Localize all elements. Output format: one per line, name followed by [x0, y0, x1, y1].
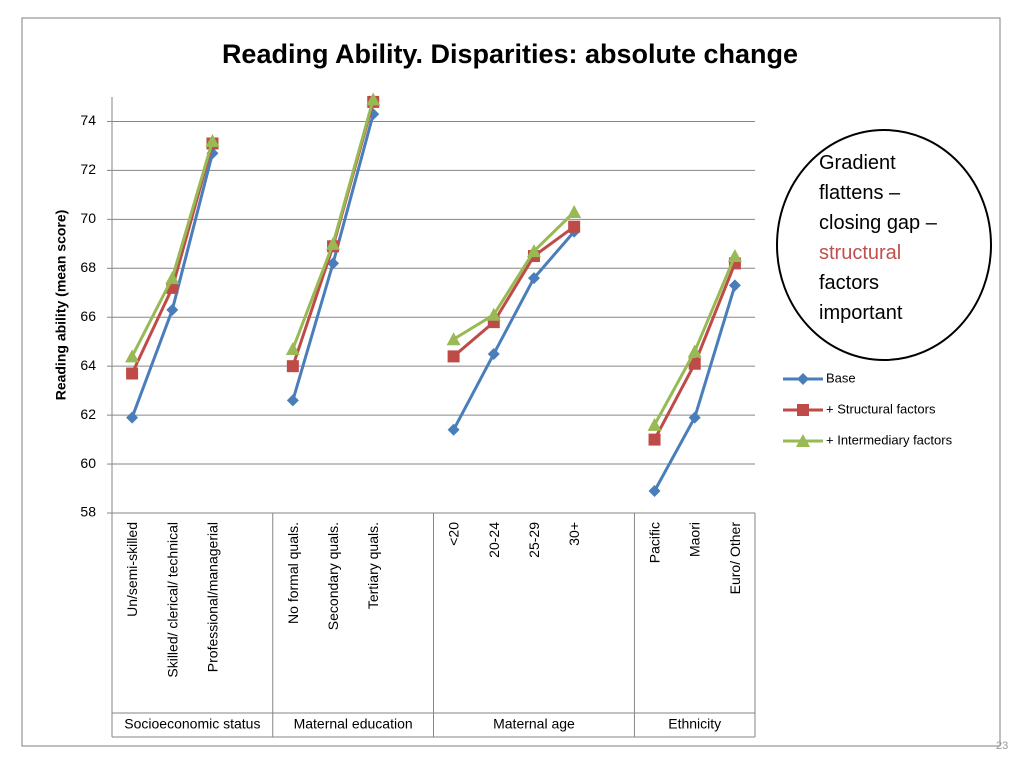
data-point — [165, 271, 180, 285]
data-point — [567, 205, 582, 219]
data-point — [648, 484, 661, 497]
x-tick-label: Tertiary quals. — [365, 522, 381, 609]
data-point — [285, 342, 300, 356]
data-point — [366, 92, 381, 106]
data-point — [568, 220, 581, 233]
data-point — [126, 411, 139, 424]
y-tick-label: 60 — [80, 455, 96, 471]
data-point — [447, 350, 460, 363]
data-point — [527, 272, 540, 285]
data-point — [688, 357, 701, 370]
y-tick-label: 74 — [80, 112, 96, 128]
x-tick-label: Secondary quals. — [325, 522, 341, 630]
series-line — [130, 101, 737, 441]
x-tick-label: Un/semi-skilled — [124, 522, 140, 617]
data-point — [205, 134, 220, 148]
x-tick-label: 30+ — [566, 522, 582, 546]
x-tick-label: Professional/managerial — [204, 522, 220, 672]
data-point — [286, 360, 299, 373]
group-label: Maternal age — [493, 716, 575, 732]
data-point — [166, 303, 179, 316]
x-tick-label: Skilled/ clerical/ technical — [164, 522, 180, 678]
x-tick-label: 25-29 — [526, 522, 542, 558]
y-tick-label: 64 — [80, 357, 96, 373]
y-tick-label: 68 — [80, 259, 96, 275]
y-tick-label: 70 — [80, 210, 96, 226]
x-tick-label: Maori — [687, 522, 703, 557]
y-tick-label: 66 — [80, 308, 96, 324]
group-label: Ethnicity — [668, 716, 721, 732]
data-point — [526, 244, 541, 258]
data-point — [727, 249, 742, 263]
data-point — [286, 394, 299, 407]
y-tick-label: 58 — [80, 504, 96, 520]
legend-label: Base — [826, 370, 856, 385]
data-point — [446, 332, 461, 346]
x-tick-label: 20-24 — [486, 522, 502, 558]
data-point — [126, 367, 139, 380]
data-point — [447, 423, 460, 436]
data-point — [487, 347, 500, 360]
legend-label: + Intermediary factors — [826, 432, 953, 447]
legend-marker — [797, 404, 809, 416]
annotation: Gradient flattens – closing gap – struct… — [819, 148, 949, 328]
annotation-ellipse — [776, 129, 992, 361]
slide-number: 23 — [996, 740, 1009, 752]
chart-title: Reading Ability. Disparities: absolute c… — [222, 39, 798, 69]
series-line — [130, 99, 737, 426]
data-point — [688, 411, 701, 424]
data-point — [125, 349, 140, 363]
x-tick-label: Pacific — [647, 522, 663, 563]
legend-label: + Structural factors — [826, 401, 936, 416]
data-point — [647, 417, 662, 431]
annotation-text: factors important — [819, 272, 903, 324]
y-tick-label: 62 — [80, 406, 96, 422]
x-tick-label: Euro/ Other — [727, 522, 743, 595]
annotation-text: Gradient flattens – closing gap – — [819, 152, 937, 234]
data-point — [687, 344, 702, 358]
y-axis-title: Reading ability (mean score) — [53, 210, 69, 401]
data-point — [648, 433, 661, 446]
x-tick-label: <20 — [446, 522, 462, 546]
data-point — [326, 236, 341, 250]
data-point — [486, 307, 501, 321]
y-tick-label: 72 — [80, 161, 96, 177]
annotation-highlight: structural — [819, 242, 902, 264]
slide-frame — [21, 17, 1001, 747]
group-label: Maternal education — [294, 716, 413, 732]
x-tick-label: No formal quals. — [285, 522, 301, 624]
data-point — [327, 257, 340, 270]
legend-marker — [796, 434, 810, 447]
legend-marker — [797, 373, 809, 385]
data-point — [728, 279, 741, 292]
group-label: Socioeconomic status — [124, 716, 260, 732]
